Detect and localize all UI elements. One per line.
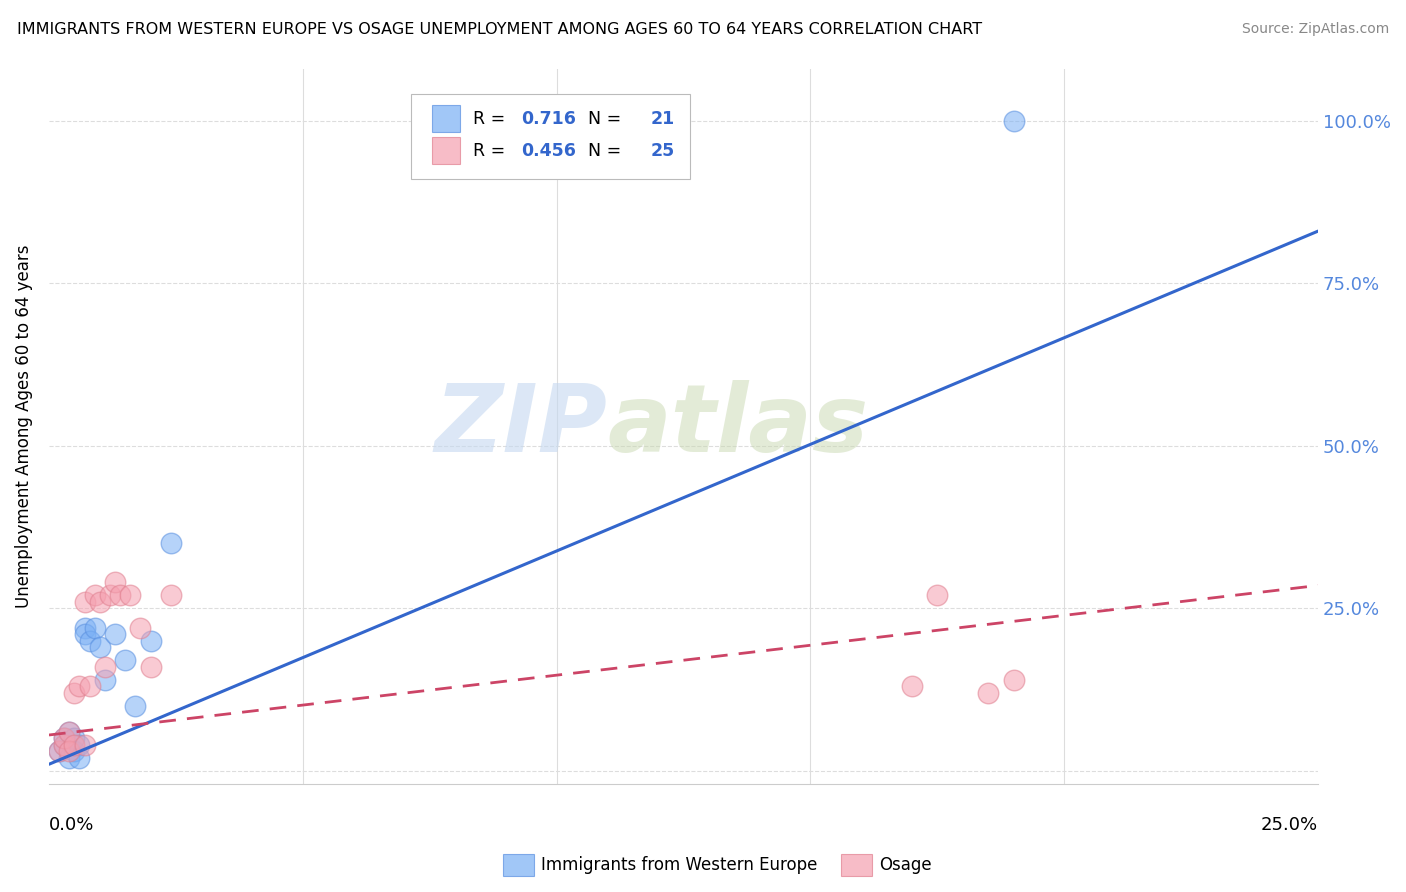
Text: 0.716: 0.716 bbox=[522, 110, 576, 128]
Point bbox=[58, 750, 80, 764]
Point bbox=[139, 659, 162, 673]
Point bbox=[73, 627, 96, 641]
Point bbox=[108, 588, 131, 602]
Point bbox=[58, 744, 80, 758]
Point bbox=[104, 575, 127, 590]
Text: atlas: atlas bbox=[607, 380, 869, 472]
Point bbox=[63, 731, 86, 746]
Text: R =: R = bbox=[472, 142, 510, 160]
Text: 21: 21 bbox=[651, 110, 675, 128]
Point bbox=[53, 738, 76, 752]
Point bbox=[67, 679, 90, 693]
Point bbox=[67, 750, 90, 764]
Point bbox=[94, 673, 117, 687]
Point bbox=[89, 595, 111, 609]
Text: Source: ZipAtlas.com: Source: ZipAtlas.com bbox=[1241, 22, 1389, 37]
Point bbox=[63, 686, 86, 700]
Point bbox=[79, 679, 101, 693]
Text: 0.456: 0.456 bbox=[522, 142, 576, 160]
Point bbox=[63, 738, 86, 752]
Point bbox=[1002, 673, 1025, 687]
Point bbox=[48, 744, 70, 758]
Text: 0.0%: 0.0% bbox=[49, 816, 94, 834]
Point bbox=[79, 633, 101, 648]
Text: R =: R = bbox=[472, 110, 510, 128]
Point bbox=[83, 621, 105, 635]
Text: Immigrants from Western Europe: Immigrants from Western Europe bbox=[541, 856, 818, 874]
Point bbox=[83, 588, 105, 602]
Point bbox=[114, 653, 136, 667]
Text: Osage: Osage bbox=[879, 856, 931, 874]
Text: 25: 25 bbox=[651, 142, 675, 160]
Text: IMMIGRANTS FROM WESTERN EUROPE VS OSAGE UNEMPLOYMENT AMONG AGES 60 TO 64 YEARS C: IMMIGRANTS FROM WESTERN EUROPE VS OSAGE … bbox=[17, 22, 981, 37]
Text: N =: N = bbox=[576, 142, 627, 160]
FancyBboxPatch shape bbox=[411, 94, 690, 179]
Point bbox=[98, 588, 121, 602]
Point bbox=[1002, 113, 1025, 128]
Point bbox=[159, 536, 181, 550]
Point bbox=[53, 731, 76, 746]
Point bbox=[53, 738, 76, 752]
Text: ZIP: ZIP bbox=[434, 380, 607, 472]
Text: 25.0%: 25.0% bbox=[1261, 816, 1319, 834]
Point bbox=[53, 731, 76, 746]
Point bbox=[901, 679, 924, 693]
Point bbox=[58, 724, 80, 739]
Point bbox=[120, 588, 142, 602]
Point bbox=[58, 724, 80, 739]
Bar bbox=[432, 137, 460, 164]
Bar bbox=[432, 105, 460, 132]
Point bbox=[124, 698, 146, 713]
Point bbox=[104, 627, 127, 641]
Point bbox=[63, 744, 86, 758]
Point bbox=[89, 640, 111, 655]
Point bbox=[977, 686, 1000, 700]
Point bbox=[73, 738, 96, 752]
Point bbox=[67, 738, 90, 752]
Point bbox=[94, 659, 117, 673]
Point bbox=[48, 744, 70, 758]
Point bbox=[73, 595, 96, 609]
Y-axis label: Unemployment Among Ages 60 to 64 years: Unemployment Among Ages 60 to 64 years bbox=[15, 244, 32, 607]
Point bbox=[139, 633, 162, 648]
Point bbox=[73, 621, 96, 635]
Point bbox=[129, 621, 152, 635]
Text: N =: N = bbox=[576, 110, 627, 128]
Point bbox=[927, 588, 949, 602]
Point bbox=[159, 588, 181, 602]
